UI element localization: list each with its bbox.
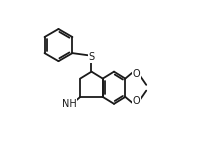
Text: S: S: [88, 52, 95, 62]
Text: O: O: [133, 96, 140, 106]
Text: O: O: [133, 69, 140, 79]
Text: NH: NH: [62, 99, 76, 109]
